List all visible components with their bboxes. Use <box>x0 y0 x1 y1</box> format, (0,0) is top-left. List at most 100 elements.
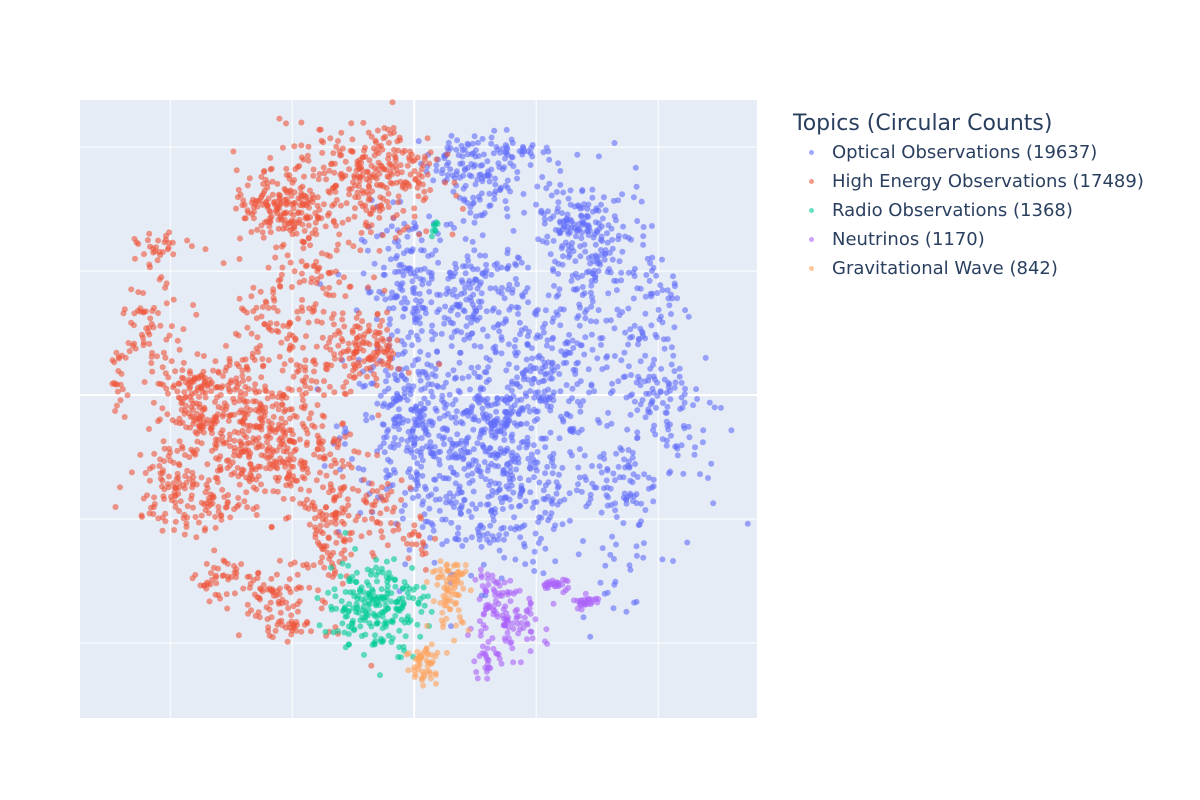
legend-item[interactable]: Optical Observations (19637) <box>793 138 1144 167</box>
data-point <box>305 235 312 242</box>
data-point <box>382 597 388 604</box>
legend-item[interactable]: High Energy Observations (17489) <box>793 167 1144 196</box>
data-point <box>547 454 554 460</box>
data-point <box>368 623 375 630</box>
data-point <box>312 301 319 307</box>
data-point <box>470 488 477 495</box>
data-point <box>401 375 408 382</box>
data-point <box>180 326 187 333</box>
data-point <box>549 266 556 273</box>
data-point <box>480 610 487 617</box>
data-point <box>341 441 348 447</box>
data-point <box>505 361 512 368</box>
data-point <box>399 604 406 611</box>
data-point <box>381 388 388 395</box>
data-point <box>300 344 306 351</box>
data-point <box>378 528 385 535</box>
data-point <box>623 608 630 615</box>
legend: Topics (Circular Counts) Optical Observa… <box>793 110 1144 283</box>
data-point <box>549 345 556 352</box>
data-point <box>294 608 301 615</box>
data-point <box>672 379 679 386</box>
data-point <box>563 349 570 355</box>
data-point <box>241 498 248 505</box>
data-point <box>355 449 362 456</box>
data-point <box>231 448 238 455</box>
data-point <box>152 248 159 255</box>
data-point <box>414 460 421 467</box>
data-point <box>613 287 620 294</box>
data-point <box>640 233 647 240</box>
data-point <box>432 405 439 412</box>
data-points <box>109 99 751 689</box>
data-point <box>443 499 450 506</box>
data-point <box>500 615 507 622</box>
data-point <box>407 484 414 491</box>
data-point <box>495 536 501 543</box>
data-point <box>388 488 395 495</box>
data-point <box>266 585 273 592</box>
data-point <box>245 375 252 382</box>
data-point <box>264 395 271 402</box>
data-point <box>425 253 432 259</box>
data-point <box>166 229 173 236</box>
data-point <box>286 331 293 338</box>
data-point <box>380 195 387 202</box>
data-point <box>451 179 458 186</box>
data-point <box>395 243 402 250</box>
data-point <box>596 419 603 426</box>
data-point <box>458 447 464 454</box>
data-point <box>427 444 434 451</box>
data-point <box>248 607 255 614</box>
data-point <box>422 153 429 160</box>
data-point <box>523 420 530 427</box>
data-point <box>346 601 353 607</box>
data-point <box>499 284 505 291</box>
data-point <box>657 313 664 320</box>
legend-item[interactable]: Gravitational Wave (842) <box>793 254 1144 283</box>
data-point <box>621 456 628 463</box>
data-point <box>314 202 321 209</box>
data-point <box>320 484 326 491</box>
data-point <box>258 374 265 381</box>
data-point <box>447 606 453 613</box>
data-point <box>569 395 575 402</box>
data-point <box>697 471 703 478</box>
data-point <box>599 238 606 244</box>
data-point <box>570 425 577 432</box>
data-point <box>432 486 439 493</box>
data-point <box>266 444 273 451</box>
data-point <box>618 269 625 276</box>
data-point <box>585 201 592 208</box>
data-point <box>450 562 457 569</box>
data-point <box>192 416 199 422</box>
data-point <box>394 521 401 528</box>
data-point <box>390 199 397 206</box>
data-point <box>412 404 419 411</box>
data-point <box>459 153 466 160</box>
data-point <box>341 555 348 562</box>
data-point <box>409 495 416 501</box>
data-point <box>331 201 338 207</box>
data-point <box>203 500 210 507</box>
data-point <box>395 441 402 448</box>
data-point <box>356 370 363 377</box>
data-point <box>525 477 532 484</box>
data-point <box>137 451 144 458</box>
data-point <box>531 474 538 481</box>
data-point <box>406 466 413 473</box>
data-point <box>231 428 238 435</box>
data-point <box>345 216 352 223</box>
data-point <box>642 310 649 317</box>
data-point <box>580 538 586 544</box>
data-point <box>517 421 524 428</box>
data-point <box>215 369 222 376</box>
legend-item[interactable]: Neutrinos (1170) <box>793 225 1144 254</box>
data-point <box>342 529 349 536</box>
data-point <box>403 179 410 186</box>
data-point <box>527 388 534 394</box>
data-point <box>381 287 388 294</box>
legend-item[interactable]: Radio Observations (1368) <box>793 196 1144 225</box>
data-point <box>382 618 389 625</box>
